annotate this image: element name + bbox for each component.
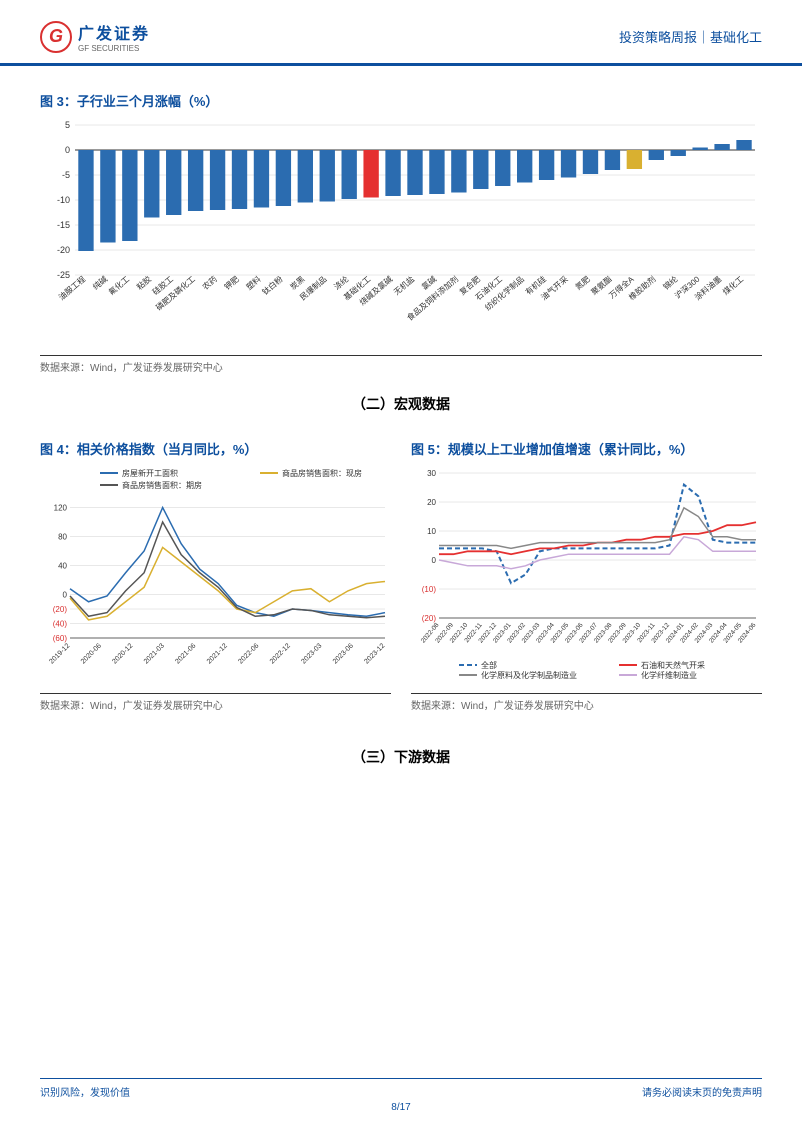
fig5-title: 图 5：规模以上工业增加值增速（累计同比，%） <box>411 439 762 458</box>
svg-text:-15: -15 <box>57 220 70 230</box>
footer-line: 识别风险，发现价值 请务必阅读末页的免责声明 <box>40 1078 762 1099</box>
page-footer: 识别风险，发现价值 请务必阅读末页的免责声明 8/17 <box>0 1078 802 1113</box>
svg-text:2023-06: 2023-06 <box>332 642 355 665</box>
report-page: G 广发证券 GF SECURITIES 投资策略周报｜基础化工 图 3：子行业… <box>0 0 802 1133</box>
svg-text:纯碱: 纯碱 <box>91 274 110 292</box>
svg-text:40: 40 <box>58 562 67 571</box>
svg-text:0: 0 <box>432 556 437 565</box>
page-header: G 广发证券 GF SECURITIES 投资策略周报｜基础化工 <box>0 0 802 66</box>
section2-heading: （二）宏观数据 <box>40 394 762 414</box>
svg-text:-20: -20 <box>57 245 70 255</box>
svg-text:农药: 农药 <box>200 274 219 292</box>
svg-text:(40): (40) <box>53 620 68 629</box>
fig3-source: 数据来源：Wind，广发证券发展研究中心 <box>40 359 762 374</box>
svg-text:商品房销售面积：期房: 商品房销售面积：期房 <box>122 480 202 490</box>
fig5-chart: (20)(10)01020302022-082022-092022-102022… <box>411 463 762 694</box>
fig4-column: 图 4：相关价格指数（当月同比，%） 房屋新开工面积 商品房销售面积：现房商品房销… <box>40 429 391 727</box>
fig4-chart: 房屋新开工面积 商品房销售面积：现房商品房销售面积：期房 (60) (40) (20) 0… <box>40 463 391 694</box>
svg-text:2021-06: 2021-06 <box>174 642 197 665</box>
logo-text: 广发证券 GF SECURITIES <box>78 20 150 53</box>
fig4-svg: 房屋新开工面积 商品房销售面积：现房商品房销售面积：期房 (60) (40) (20) 0… <box>40 463 390 683</box>
svg-text:0: 0 <box>65 145 70 155</box>
svg-text:2020-06: 2020-06 <box>80 642 103 665</box>
svg-text:80: 80 <box>58 533 67 542</box>
svg-text:全部: 全部 <box>481 660 497 670</box>
svg-text:5: 5 <box>65 120 70 130</box>
svg-text:钛白粉: 钛白粉 <box>260 274 285 297</box>
fig4-title: 图 4：相关价格指数（当月同比，%） <box>40 439 391 458</box>
logo-cn: 广发证券 <box>78 20 150 44</box>
svg-text:无机盐: 无机盐 <box>391 274 416 297</box>
svg-text:氮肥: 氮肥 <box>573 274 592 292</box>
header-category: 投资策略周报｜基础化工 <box>619 27 762 46</box>
fig3-chart: -25-20-15-10-505油服工程纯碱氟化工粘胶硅胶工磷肥及磷化工农药钾肥… <box>40 115 762 356</box>
svg-text:塑料: 塑料 <box>244 274 263 292</box>
svg-text:2023-03: 2023-03 <box>300 642 323 665</box>
svg-text:2019-12: 2019-12 <box>48 642 71 665</box>
fig3-title: 图 3：子行业三个月涨幅（%） <box>40 91 762 110</box>
svg-text:-25: -25 <box>57 270 70 280</box>
svg-text:(10): (10) <box>422 585 437 594</box>
svg-text:10: 10 <box>427 527 436 536</box>
svg-text:氯碱: 氯碱 <box>420 274 439 292</box>
svg-text:化学原料及化学制品制造业: 化学原料及化学制品制造业 <box>481 670 577 680</box>
svg-text:2020-12: 2020-12 <box>111 642 134 665</box>
footer-left: 识别风险，发现价值 <box>40 1084 130 1099</box>
fig5-column: 图 5：规模以上工业增加值增速（累计同比，%） (20)(10)01020302… <box>411 429 762 727</box>
svg-text:20: 20 <box>427 498 436 507</box>
svg-text:2021-12: 2021-12 <box>206 642 229 665</box>
svg-text:锦纶: 锦纶 <box>661 274 680 292</box>
two-column-charts: 图 4：相关价格指数（当月同比，%） 房屋新开工面积 商品房销售面积：现房商品房销… <box>40 429 762 727</box>
page-content: 图 3：子行业三个月涨幅（%） -25-20-15-10-505油服工程纯碱氟化… <box>0 66 802 797</box>
svg-text:-10: -10 <box>57 195 70 205</box>
logo-icon: G <box>40 21 72 53</box>
fig4-source: 数据来源：Wind，广发证券发展研究中心 <box>40 697 391 712</box>
svg-text:2021-03: 2021-03 <box>143 642 166 665</box>
page-number: 8/17 <box>40 1102 762 1113</box>
svg-text:2023-12: 2023-12 <box>363 642 386 665</box>
svg-text:氟化工: 氟化工 <box>106 274 131 297</box>
fig3-svg: -25-20-15-10-505油服工程纯碱氟化工粘胶硅胶工磷肥及磷化工农药钾肥… <box>40 115 760 345</box>
svg-text:-5: -5 <box>62 170 70 180</box>
svg-text:0: 0 <box>63 591 68 600</box>
svg-text:涤纶: 涤纶 <box>332 274 351 292</box>
svg-text:钾肥: 钾肥 <box>223 275 241 292</box>
logo-en: GF SECURITIES <box>78 44 150 53</box>
svg-text:粘胶: 粘胶 <box>134 274 153 292</box>
svg-text:化学纤维制造业: 化学纤维制造业 <box>641 670 697 680</box>
company-logo: G 广发证券 GF SECURITIES <box>40 20 150 53</box>
svg-text:30: 30 <box>427 469 436 478</box>
svg-text:商品房销售面积：现房: 商品房销售面积：现房 <box>282 468 362 478</box>
fig5-source: 数据来源：Wind，广发证券发展研究中心 <box>411 697 762 712</box>
svg-text:2022-06: 2022-06 <box>237 642 260 665</box>
fig5-svg: (20)(10)01020302022-082022-092022-102022… <box>411 463 761 683</box>
svg-text:房屋新开工面积: 房屋新开工面积 <box>122 468 178 478</box>
section3-heading: （三）下游数据 <box>40 747 762 767</box>
svg-text:2022-12: 2022-12 <box>269 642 292 665</box>
svg-text:石油和天然气开采: 石油和天然气开采 <box>641 660 705 670</box>
svg-text:煤化工: 煤化工 <box>721 274 746 297</box>
footer-right: 请务必阅读末页的免责声明 <box>642 1084 762 1099</box>
svg-text:(60): (60) <box>53 634 68 643</box>
svg-text:(20): (20) <box>53 605 68 614</box>
svg-text:120: 120 <box>54 504 68 513</box>
